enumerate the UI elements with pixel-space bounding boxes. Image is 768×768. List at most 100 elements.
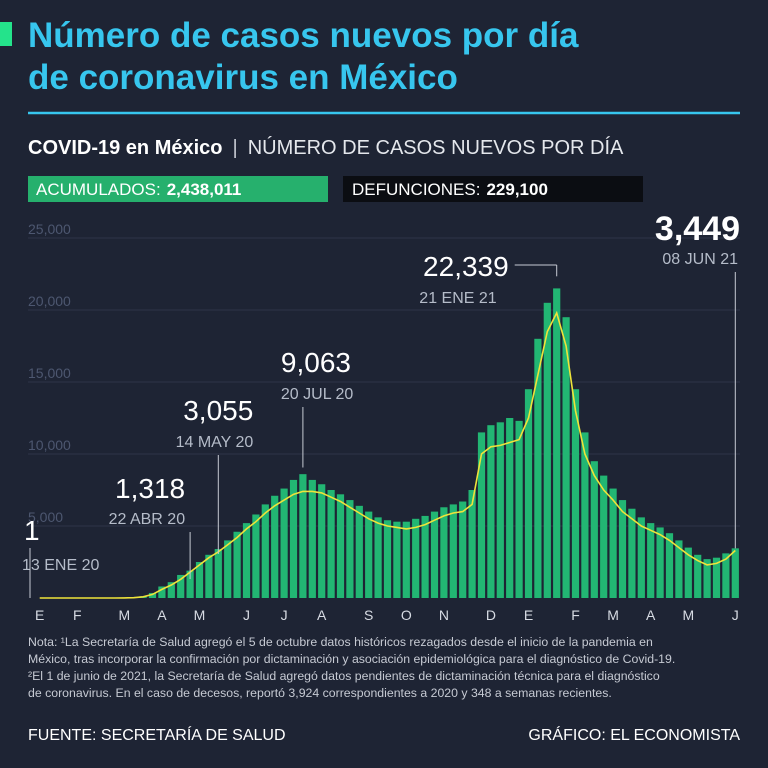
stat-value: 2,438,011 (167, 180, 242, 199)
stat: ACUMULADOS: 2,438,011 (36, 180, 241, 199)
y-tick-label: 25,000 (28, 221, 71, 237)
x-tick-label: M (118, 607, 130, 623)
bar (148, 592, 157, 598)
bar (289, 479, 298, 598)
bar (383, 520, 392, 598)
bar (675, 540, 683, 598)
accent-square (0, 22, 12, 46)
x-tick-label: M (607, 607, 619, 623)
bar (731, 548, 739, 598)
x-tick-label: E (524, 607, 533, 623)
bar (327, 490, 335, 598)
subtitle-bold: COVID-19 en México (28, 137, 223, 159)
bar (543, 302, 551, 598)
bar (506, 418, 514, 598)
subtitle: COVID-19 en México | NÚMERO DE CASOS NUEVO… (28, 136, 624, 159)
bar (374, 517, 382, 598)
bar (637, 517, 645, 598)
bar (177, 574, 185, 598)
annotation-date: 22 ABR 20 (109, 511, 186, 528)
x-tick-label: J (243, 607, 250, 623)
bar (571, 389, 580, 598)
bar (355, 505, 363, 598)
bar (609, 488, 617, 598)
bar (459, 501, 467, 598)
bar (600, 475, 608, 598)
stat-value: 229,100 (486, 180, 547, 199)
annotation-value: 1 (24, 515, 40, 546)
annotation-date: 21 ENE 21 (419, 290, 496, 307)
bar (553, 288, 561, 598)
bar (318, 484, 326, 598)
x-tick-label: A (157, 607, 167, 623)
stat-box (343, 176, 643, 202)
bar (167, 582, 175, 598)
x-tick-label: A (646, 607, 656, 623)
bar (487, 425, 495, 598)
bar (346, 500, 354, 598)
bar (336, 494, 345, 598)
x-tick-label: A (317, 607, 327, 623)
average-line (39, 310, 736, 599)
credit: GRÁFICO: EL ECONOMISTA (528, 725, 740, 744)
bar (261, 504, 269, 598)
title-line: de coronavirus en México (28, 58, 458, 97)
bar (186, 570, 194, 598)
bar (515, 420, 523, 598)
x-tick-label: J (732, 607, 739, 623)
stat-label: DEFUNCIONES: (352, 180, 480, 199)
y-tick-label: 5,000 (28, 509, 63, 525)
bar (468, 490, 476, 598)
y-tick-label: 20,000 (28, 293, 71, 309)
bar (647, 523, 655, 598)
bar (412, 518, 420, 598)
bar (271, 495, 279, 598)
bar (534, 338, 542, 598)
bar (252, 514, 260, 598)
bar (524, 389, 533, 598)
annotation-value: 3,055 (183, 395, 253, 426)
stat-label: ACUMULADOS: (36, 180, 161, 199)
bar (158, 586, 166, 598)
x-tick-label: M (682, 607, 694, 623)
annotation-value: 22,339 (423, 251, 509, 282)
annotation-value: 1,318 (115, 473, 185, 504)
bar (242, 523, 251, 598)
bar (205, 554, 213, 598)
bar (402, 521, 410, 598)
x-tick-label: M (194, 607, 206, 623)
stat-box (28, 176, 328, 202)
bar (430, 511, 439, 598)
x-tick-label: S (364, 607, 373, 623)
bar (233, 531, 241, 598)
bar (308, 479, 316, 598)
bar (440, 507, 448, 598)
bar (665, 533, 674, 598)
x-tick-label: O (401, 607, 412, 623)
x-tick-label: N (439, 607, 449, 623)
bar (684, 547, 692, 598)
bar (224, 540, 232, 598)
annotation-date: 20 JUL 20 (281, 386, 353, 403)
bar (694, 554, 702, 598)
bar (299, 474, 307, 598)
bar (477, 432, 486, 598)
chart: 5,000 10,000 15,000 20,000 25,000 E F M A M J J A S O N… (22, 210, 740, 623)
x-tick-label: J (281, 607, 288, 623)
bar (628, 508, 636, 598)
bar (722, 553, 730, 598)
bar (656, 527, 664, 598)
separator: | (233, 137, 238, 159)
annotation-value: 3,449 (655, 210, 740, 248)
bar (280, 488, 288, 598)
annotation-date: 08 JUN 21 (662, 251, 738, 268)
source: FUENTE: SECRETARÍA DE SALUD (28, 725, 286, 744)
bar (581, 432, 589, 598)
bar (214, 549, 222, 598)
bar (712, 557, 721, 598)
note-line: México, tras incorporar la confirmación … (28, 652, 675, 666)
note-line: Nota: ¹La Secretaría de Salud agregó el … (28, 635, 653, 649)
x-tick-label: F (571, 607, 580, 623)
